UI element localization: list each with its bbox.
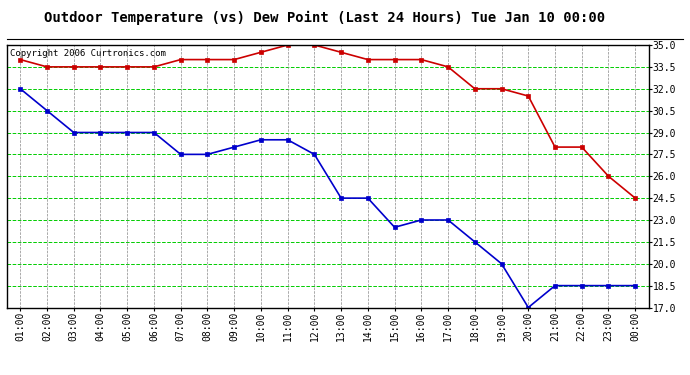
Text: Outdoor Temperature (vs) Dew Point (Last 24 Hours) Tue Jan 10 00:00: Outdoor Temperature (vs) Dew Point (Last… (43, 11, 605, 26)
Text: Copyright 2006 Curtronics.com: Copyright 2006 Curtronics.com (10, 49, 166, 58)
